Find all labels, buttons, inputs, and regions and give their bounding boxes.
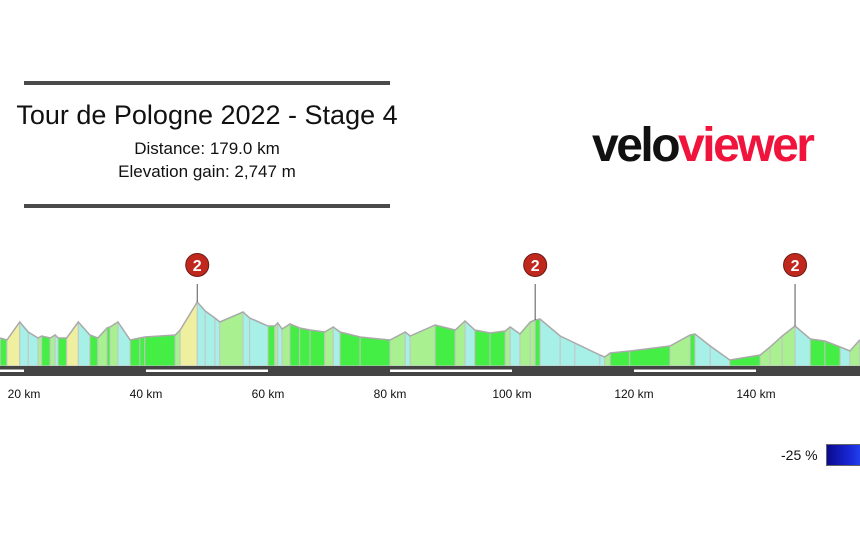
profile-segment: [0, 337, 8, 367]
profile-outline: [0, 300, 860, 361]
profile-segment: [179, 300, 198, 367]
profile-segment: [204, 310, 216, 367]
profile-segment: [559, 335, 576, 367]
profile-segment: [196, 300, 206, 367]
profile-segment: [89, 334, 99, 367]
profile-segment: [309, 329, 326, 367]
profile-segment: [504, 325, 511, 367]
profile-segment: [6, 320, 21, 367]
profile-segment: [299, 327, 311, 367]
profile-segment: [41, 335, 51, 367]
distance-text: Distance: 179.0 km: [134, 139, 280, 158]
legend-gradient-swatch: [826, 444, 860, 466]
x-tick-label: 20 km: [8, 387, 41, 401]
x-tick-label: 60 km: [252, 387, 285, 401]
profile-segment: [117, 320, 131, 367]
profile-segment: [289, 323, 301, 367]
profile-segment: [139, 336, 146, 367]
x-tick-label: 100 km: [492, 387, 531, 401]
climb-category-label: 2: [193, 258, 202, 275]
profile-segment: [49, 334, 56, 367]
legend-label: -25 %: [781, 447, 818, 463]
distance-bar-segment: [390, 369, 512, 372]
profile-segment: [339, 331, 361, 367]
climb-category-badge: [185, 253, 210, 277]
profile-segment: [849, 338, 860, 367]
veloviewer-logo: veloviewer: [592, 118, 815, 173]
profile-segment: [144, 334, 176, 367]
profile-segment: [37, 335, 43, 367]
climb-category-label: 2: [791, 258, 800, 275]
profile-segment: [534, 318, 541, 367]
climb-category-badge: [783, 253, 808, 277]
x-tick-label: 140 km: [736, 387, 775, 401]
profile-segment: [174, 328, 181, 367]
profile-segment: [404, 330, 411, 367]
profile-segment: [781, 324, 796, 367]
x-tick-label: 40 km: [130, 387, 163, 401]
profile-segment: [242, 310, 251, 367]
profile-segment: [809, 338, 826, 367]
profile-segment: [694, 332, 711, 367]
profile-segment: [359, 336, 391, 367]
profile-segment: [57, 337, 68, 367]
profile-segment: [689, 333, 696, 367]
logo-velo: velo: [592, 119, 681, 172]
header-top-rule: [24, 81, 390, 85]
distance-bar-segment: [0, 369, 24, 372]
distance-bar-segment: [634, 369, 756, 372]
profile-segment: [474, 329, 491, 367]
profile-segment: [729, 354, 761, 367]
x-tick-label: 80 km: [374, 387, 407, 401]
profile-segment: [129, 337, 141, 367]
profile-segment: [539, 317, 561, 367]
profile-segment: [281, 323, 291, 367]
profile-segment: [277, 321, 283, 367]
elevation-profile-chart: 20 km 40 km 60 km 80 km 100 km 120 km 140 km 2 2…: [0, 253, 860, 401]
profile-segment: [389, 331, 406, 367]
profile-segment: [529, 319, 536, 367]
profile-segment: [324, 326, 334, 367]
profile-segment: [759, 345, 771, 367]
profile-segment: [574, 342, 601, 367]
profile-segment: [489, 330, 506, 367]
page-title: Tour de Pologne 2022 - Stage 4: [16, 100, 398, 130]
elevation-gain-text: Elevation gain: 2,747 m: [118, 162, 296, 181]
x-tick-label: 120 km: [614, 387, 653, 401]
profile-segment: [267, 325, 276, 367]
header-bottom-rule: [24, 204, 390, 208]
profile-segment: [434, 324, 456, 367]
profile-segment: [332, 326, 341, 367]
profile-segment: [214, 316, 221, 367]
logo-viewer: viewer: [678, 119, 815, 172]
distance-bar-segment: [146, 369, 268, 372]
profile-segment: [109, 321, 119, 367]
climb-category-label: 2: [531, 258, 540, 275]
profile-segment: [66, 320, 79, 367]
climb-category-badge: [523, 253, 548, 277]
profile-segment: [19, 320, 29, 367]
